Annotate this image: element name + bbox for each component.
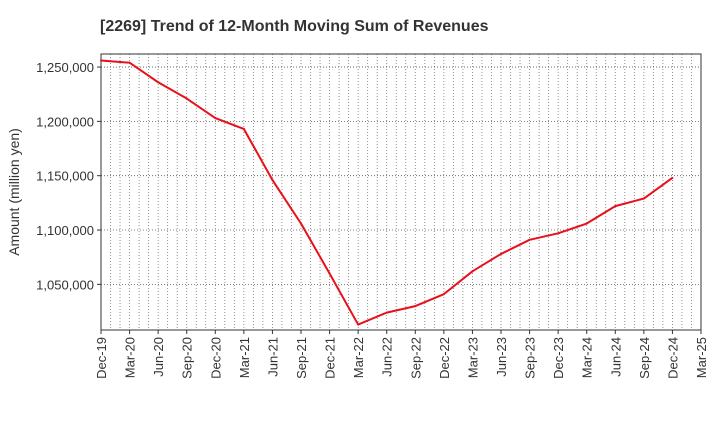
x-tick-label: Sep-20 — [180, 337, 195, 379]
data-point — [242, 127, 245, 130]
chart-title: [2269] Trend of 12-Month Moving Sum of R… — [100, 18, 489, 35]
x-axis: Dec-19 Mar-20 Jun-20 Sep-20 Dec-20 Mar-21 Jun-… — [94, 330, 709, 379]
x-tick-label: Jun-22 — [380, 337, 395, 377]
grid — [100, 54, 702, 330]
x-tick-label: Jun-23 — [494, 337, 509, 377]
data-point — [642, 197, 645, 200]
x-tick-label: Jun-20 — [151, 337, 166, 377]
x-tick-label: Jun-21 — [265, 337, 280, 377]
data-point — [157, 81, 160, 84]
data-point — [271, 179, 274, 182]
series-points — [100, 59, 674, 326]
x-tick-label: Dec-21 — [323, 337, 338, 379]
data-point — [471, 270, 474, 273]
data-point — [500, 252, 502, 255]
data-point — [585, 222, 588, 225]
x-tick-label: Dec-22 — [437, 337, 452, 379]
x-tick-label: Mar-25 — [694, 337, 709, 378]
x-tick-label: Dec-19 — [94, 337, 109, 379]
y-tick-label: 1,050,000 — [36, 277, 94, 292]
data-point — [528, 238, 531, 241]
x-tick-label: Mar-22 — [351, 337, 366, 378]
x-tick-label: Sep-24 — [637, 337, 652, 379]
x-tick-label: Jun-24 — [608, 337, 623, 377]
data-point — [442, 293, 445, 296]
data-point — [185, 97, 188, 100]
y-tick-label: 1,200,000 — [36, 114, 94, 129]
data-point — [214, 117, 217, 120]
y-tick-label: 1,100,000 — [36, 223, 94, 238]
x-tick-label: Sep-21 — [294, 337, 309, 379]
data-point — [385, 311, 388, 314]
x-tick-label: Dec-24 — [665, 337, 680, 379]
data-point — [100, 59, 102, 62]
x-tick-label: Sep-23 — [523, 337, 538, 379]
x-tick-label: Mar-23 — [465, 337, 480, 378]
x-tick-label: Mar-20 — [123, 337, 138, 378]
x-tick-label: Mar-21 — [237, 337, 252, 378]
data-point — [671, 176, 674, 179]
data-point — [414, 305, 417, 308]
x-tick-label: Dec-20 — [208, 337, 223, 379]
y-tick-label: 1,250,000 — [36, 60, 94, 75]
plot-area — [100, 53, 702, 331]
y-axis-label: Amount (million yen) — [6, 128, 22, 256]
data-point — [614, 205, 617, 208]
data-point — [357, 323, 360, 326]
x-tick-label: Dec-23 — [551, 337, 566, 379]
data-point — [300, 222, 302, 225]
x-tick-label: Mar-24 — [580, 337, 595, 378]
y-tick-label: 1,150,000 — [36, 169, 94, 184]
x-tick-label: Sep-22 — [408, 337, 423, 379]
data-point — [128, 61, 131, 64]
data-point — [328, 272, 331, 275]
data-point — [557, 232, 560, 235]
y-axis: 1,050,000 1,100,000 1,150,000 1,200,000 1,25… — [36, 60, 101, 292]
